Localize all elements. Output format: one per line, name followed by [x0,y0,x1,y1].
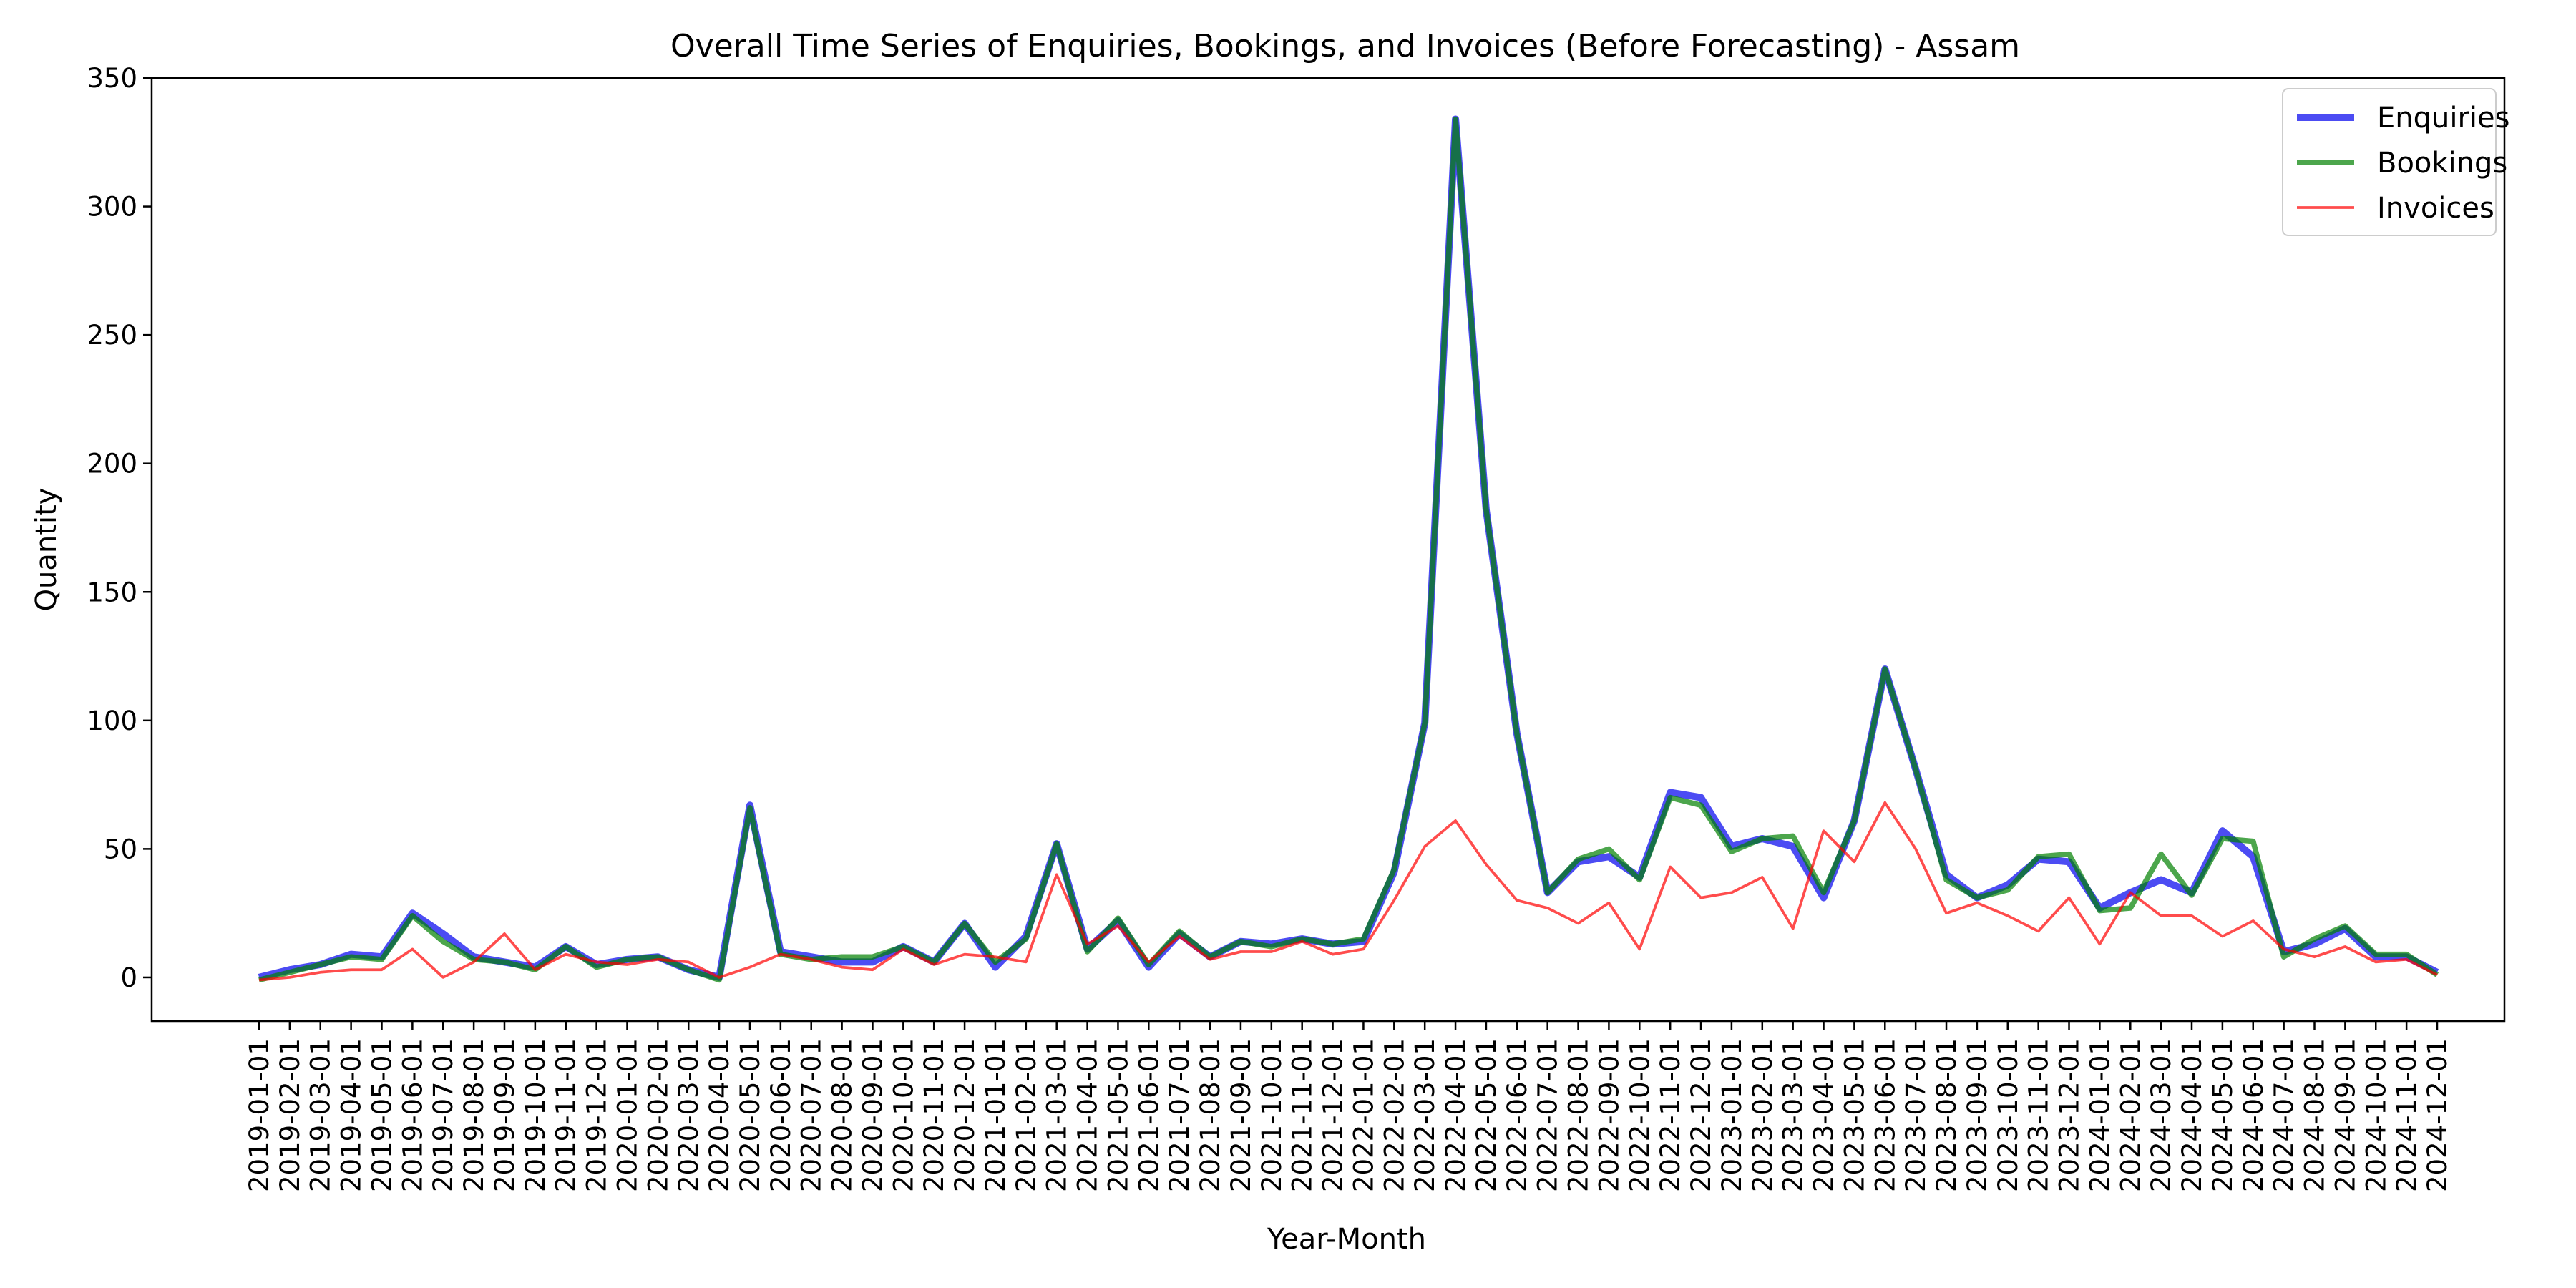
x-tick-label: 2021-11-01 [1287,1038,1318,1192]
series-layer [258,115,2439,983]
y-axis: 0 50 100 150 200 250 300 350 [87,63,152,993]
x-tick-label: 2023-05-01 [1839,1038,1870,1192]
x-tick-label: 2022-07-01 [1533,1038,1563,1192]
x-tick-label: 2024-11-01 [2391,1038,2422,1192]
x-tick-label: 2022-06-01 [1502,1038,1533,1192]
x-tick-label: 2022-01-01 [1348,1038,1379,1192]
x-tick-label: 2023-03-01 [1778,1038,1809,1192]
x-tick-label: 2024-10-01 [2361,1038,2391,1192]
x-tick-label: 2019-02-01 [275,1038,306,1192]
legend-box [2282,88,2497,236]
x-tick-label: 2022-05-01 [1471,1038,1502,1192]
plot-frame [150,77,2506,1023]
x-tick-label: 2021-01-01 [980,1038,1011,1192]
y-tick-label: 0 [120,962,137,993]
x-tick-label: 2019-09-01 [489,1038,520,1192]
x-tick-label: 2022-11-01 [1655,1038,1686,1192]
y-tick-label: 50 [104,834,137,864]
x-tick-label: 2021-06-01 [1133,1038,1164,1192]
x-tick-label: 2020-05-01 [735,1038,766,1192]
legend-items: Enquiries Bookings Invoices [2297,102,2510,225]
x-tick-label: 2023-04-01 [1809,1038,1840,1192]
y-axis-label: Quantity [30,488,63,612]
x-tick-label: 2019-03-01 [306,1038,336,1192]
x-tick-label: 2019-04-01 [336,1038,367,1192]
x-tick-label: 2019-08-01 [459,1038,489,1192]
x-tick-label: 2024-05-01 [2207,1038,2238,1192]
x-tick-label: 2021-12-01 [1318,1038,1349,1192]
x-tick-label: 2022-08-01 [1563,1038,1594,1192]
x-tick-label: 2023-08-01 [1931,1038,1962,1192]
series-line-bookings [258,116,2439,983]
x-tick-label: 2020-09-01 [857,1038,888,1192]
x-tick-label: 2022-03-01 [1410,1038,1440,1192]
x-tick-label: 2024-09-01 [2330,1038,2361,1192]
x-tick-label: 2023-07-01 [1901,1038,1931,1192]
x-tick-label: 2022-10-01 [1624,1038,1655,1192]
legend: Enquiries Bookings Invoices [2282,88,2510,236]
x-tick-label: 2020-01-01 [612,1038,643,1192]
x-tick-label: 2024-03-01 [2146,1038,2177,1192]
plot-area [150,77,2506,1023]
x-tick-label: 2024-07-01 [2269,1038,2300,1192]
series-line-invoices [258,801,2438,982]
x-tick-label: 2024-12-01 [2422,1038,2453,1192]
x-tick-label: 2021-09-01 [1226,1038,1257,1192]
x-tick-label: 2019-05-01 [366,1038,397,1192]
y-tick-label: 200 [87,449,137,479]
chart-title: Overall Time Series of Enquiries, Bookin… [670,28,2020,64]
x-tick-label: 2024-04-01 [2177,1038,2207,1192]
x-tick-label: 2023-10-01 [1993,1038,2024,1192]
x-tick-label: 2020-08-01 [827,1038,858,1192]
y-tick-label: 150 [87,577,137,608]
x-tick-label: 2019-12-01 [582,1038,613,1192]
x-tick-label: 2020-04-01 [704,1038,735,1192]
x-tick-label: 2022-04-01 [1440,1038,1471,1192]
x-tick-label: 2023-02-01 [1747,1038,1778,1192]
x-tick-label: 2023-12-01 [2054,1038,2085,1192]
x-tick-label: 2020-10-01 [888,1038,919,1192]
x-tick-label: 2024-02-01 [2115,1038,2146,1192]
series-line-enquiries [258,115,2439,981]
x-tick-label: 2021-08-01 [1195,1038,1226,1192]
x-tick-label: 2020-02-01 [643,1038,673,1192]
x-tick-label: 2020-07-01 [796,1038,827,1192]
x-tick-label: 2020-06-01 [766,1038,796,1192]
x-tick-label: 2023-06-01 [1870,1038,1901,1192]
x-tick-label: 2020-12-01 [950,1038,980,1192]
x-axis-label: Year-Month [1267,1223,1426,1256]
x-tick-label: 2022-09-01 [1594,1038,1624,1192]
legend-label-invoices: Invoices [2377,192,2494,225]
x-tick-label: 2021-05-01 [1103,1038,1133,1192]
x-tick-label: 2021-03-01 [1042,1038,1073,1192]
x-tick-label: 2019-11-01 [551,1038,582,1192]
x-tick-label: 2020-03-01 [673,1038,704,1192]
x-tick-label: 2022-02-01 [1379,1038,1410,1192]
y-tick-label: 350 [87,63,137,94]
x-tick-label: 2023-11-01 [2024,1038,2054,1192]
x-tick-label: 2023-09-01 [1962,1038,1993,1192]
x-tick-label: 2021-04-01 [1073,1038,1103,1192]
x-tick-label: 2019-01-01 [244,1038,275,1192]
x-tick-label: 2021-02-01 [1011,1038,1042,1192]
x-tick-label: 2020-11-01 [919,1038,950,1192]
x-tick-label: 2024-06-01 [2238,1038,2269,1192]
x-tick-label: 2021-10-01 [1257,1038,1287,1192]
x-axis: 2019-01-01 2019-02-01 2019-03-01 2019-04-01… [244,1021,2453,1192]
x-tick-label: 2019-06-01 [397,1038,428,1192]
x-tick-label: 2024-08-01 [2300,1038,2331,1192]
x-tick-label: 2021-07-01 [1164,1038,1195,1192]
legend-label-bookings: Bookings [2377,147,2507,180]
legend-label-enquiries: Enquiries [2377,102,2510,135]
x-tick-label: 2019-07-01 [428,1038,459,1192]
y-tick-label: 250 [87,320,137,351]
x-tick-label: 2023-01-01 [1717,1038,1747,1192]
y-tick-label: 300 [87,192,137,223]
x-tick-label: 2024-01-01 [2084,1038,2115,1192]
y-tick-label: 100 [87,706,137,736]
x-tick-label: 2019-10-01 [520,1038,551,1192]
x-tick-label: 2022-12-01 [1686,1038,1717,1192]
